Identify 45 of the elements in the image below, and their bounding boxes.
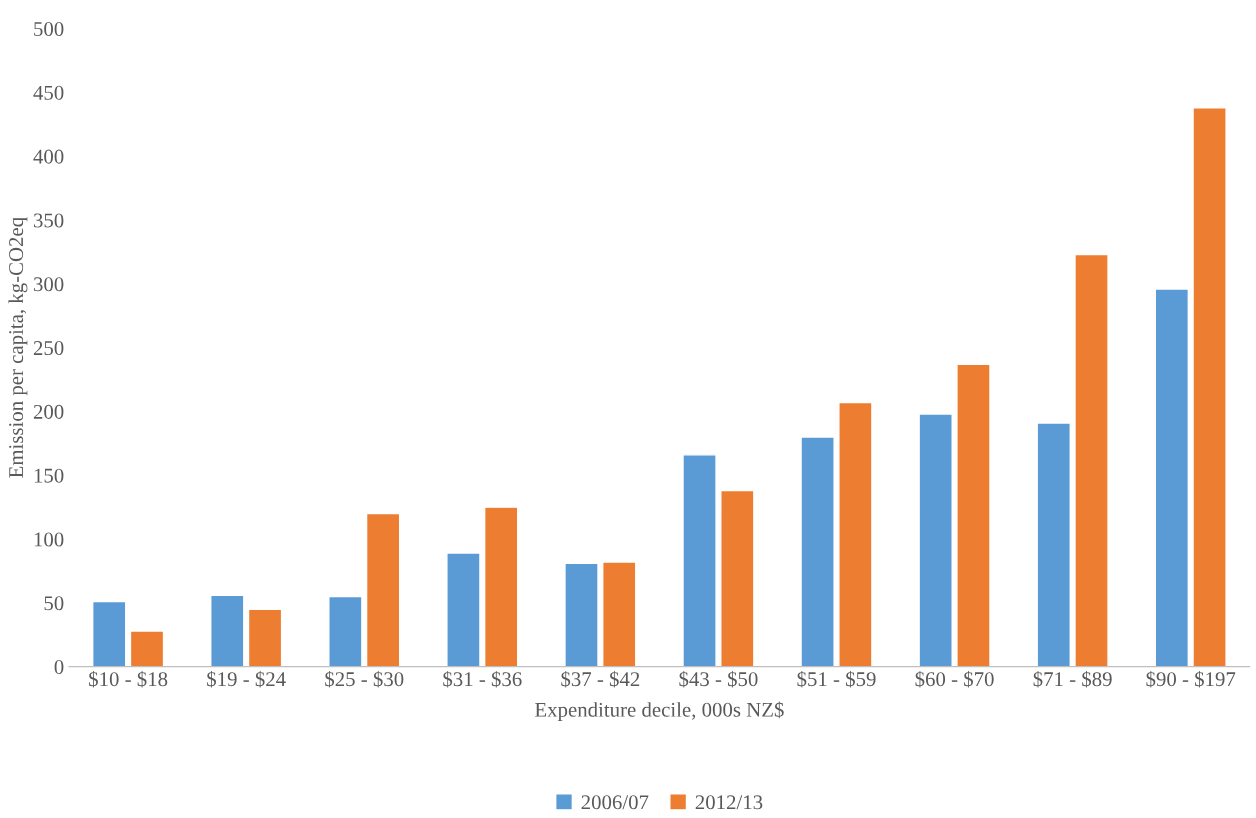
y-tick-label: 250 <box>33 341 64 356</box>
x-tick-label: $71 - $89 <box>1033 670 1112 688</box>
legend-label: 2006/07 <box>581 795 649 810</box>
x-tick-label: $31 - $36 <box>443 670 522 688</box>
y-tick-label: 150 <box>34 468 64 483</box>
bar <box>956 363 991 667</box>
x-axis-title: Expenditure decile, 000s NZ$ <box>535 701 784 722</box>
bar <box>91 600 127 667</box>
x-tick-label: $37 - $42 <box>561 670 640 688</box>
bar <box>564 562 599 667</box>
bar <box>247 608 283 667</box>
y-tick-label: 200 <box>33 404 64 419</box>
x-tick-label: $90 - $197 <box>1146 670 1236 688</box>
x-tick-label: $10 - $18 <box>89 670 168 688</box>
y-tick-label: 400 <box>33 149 64 164</box>
x-tick-label: $60 - $70 <box>915 670 994 688</box>
x-tick-label: $25 - $30 <box>325 670 404 688</box>
bar <box>328 595 363 667</box>
bar <box>1154 288 1190 667</box>
bar <box>446 552 481 667</box>
y-axis-title: Emission per capita, kg-CO2eq <box>8 217 28 478</box>
x-tick-label: $43 - $50 <box>679 670 758 688</box>
bar <box>838 401 873 667</box>
bar <box>365 512 401 667</box>
y-tick-label: 0 <box>54 660 64 675</box>
x-tick-label: $51 - $59 <box>797 670 876 688</box>
bar <box>1036 422 1071 667</box>
y-tick-label: 450 <box>33 85 64 100</box>
bar <box>918 413 953 667</box>
bar <box>129 630 165 667</box>
y-tick-label: 50 <box>44 596 64 611</box>
y-tick-label: 100 <box>34 532 64 547</box>
bar <box>483 506 519 667</box>
bar <box>682 454 717 667</box>
bar <box>602 561 637 667</box>
y-tick-label: 500 <box>34 22 64 37</box>
bar <box>720 489 755 667</box>
y-tick-label: 300 <box>33 277 64 292</box>
bar <box>1074 253 1109 667</box>
y-tick-label: 350 <box>33 213 64 228</box>
legend-label: 2012/13 <box>695 795 763 810</box>
x-tick-label: $19 - $24 <box>207 670 286 688</box>
bar <box>800 436 835 667</box>
bar <box>1192 107 1227 667</box>
bar <box>210 594 245 667</box>
